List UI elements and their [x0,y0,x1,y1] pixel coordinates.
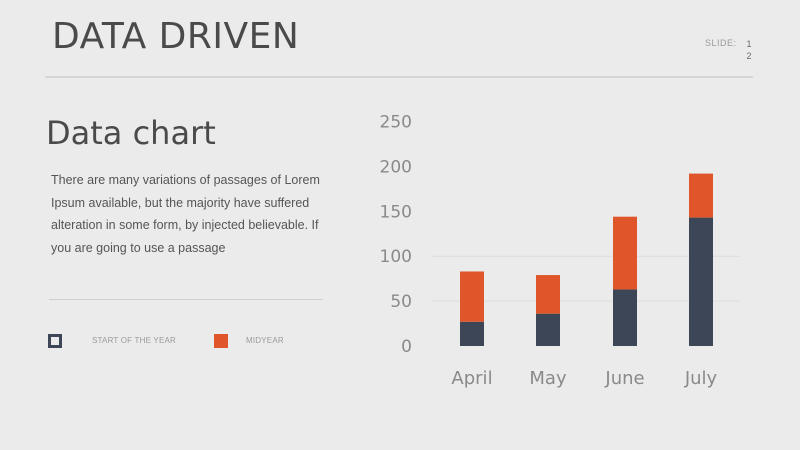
slide-number: 1 2 [746,39,752,61]
legend-swatch-start [48,334,62,348]
x-tick-label: May [529,368,567,389]
legend-swatch-mid [214,334,228,348]
legend-label-start: START OF THE YEAR [92,336,177,345]
bar-start-may [536,313,560,346]
slide-number-label: SLIDE: [705,38,737,48]
x-tick-label: July [684,368,718,389]
legend-label-mid: MIDYEAR [246,336,284,345]
bar-start-july [689,217,713,346]
bar-start-april [460,321,484,346]
y-tick-label: 50 [390,292,412,312]
bar-mid-may [536,275,560,314]
bar-mid-april [460,271,484,322]
y-tick-label: 0 [401,337,412,357]
body-paragraph: There are many variations of passages of… [51,173,320,255]
y-tick-label: 100 [380,247,412,267]
header-divider [45,76,753,78]
y-tick-label: 150 [380,202,412,222]
bar-start-june [613,289,637,346]
y-tick-label: 200 [380,157,412,177]
content-divider [49,299,323,300]
x-tick-label: April [451,368,492,389]
x-tick-label: June [604,368,644,389]
slide-title: DATA DRIVEN [52,16,300,57]
bar-mid-june [613,216,637,290]
y-tick-label: 250 [380,113,412,133]
section-heading: Data chart [46,114,216,152]
bar-mid-july [689,173,713,218]
